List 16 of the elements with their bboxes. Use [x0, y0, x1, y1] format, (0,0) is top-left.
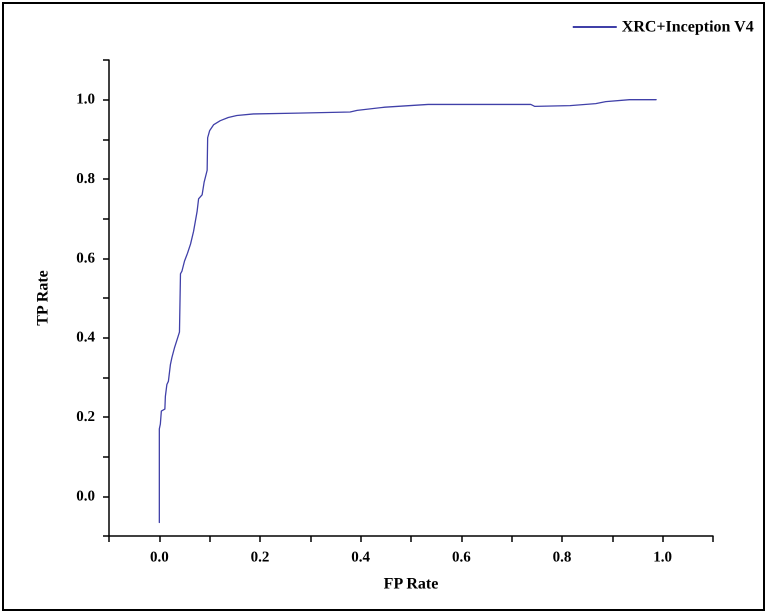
y-tick-label: 0.0 [76, 488, 95, 504]
y-tick-label: 0.4 [76, 330, 96, 346]
x-tick-label: 0.8 [552, 550, 572, 566]
x-tick-label: 1.0 [653, 550, 672, 566]
y-axis-title: TP Rate [34, 270, 52, 326]
line-series [158, 99, 657, 524]
x-tick-label: 0.4 [351, 550, 371, 566]
legend-label: XRC+Inception V4 [622, 18, 754, 36]
y-tick-label: 0.6 [76, 250, 96, 266]
x-axis-title: FP Rate [384, 576, 438, 592]
y-tick-label: 1.0 [76, 92, 95, 108]
y-tick-label: 0.2 [76, 409, 95, 425]
x-tick-label: 0.2 [250, 550, 270, 566]
x-tick-label: 0.0 [150, 550, 169, 566]
y-tick-label: 0.8 [76, 171, 95, 187]
x-tick-label: 0.6 [452, 550, 472, 566]
